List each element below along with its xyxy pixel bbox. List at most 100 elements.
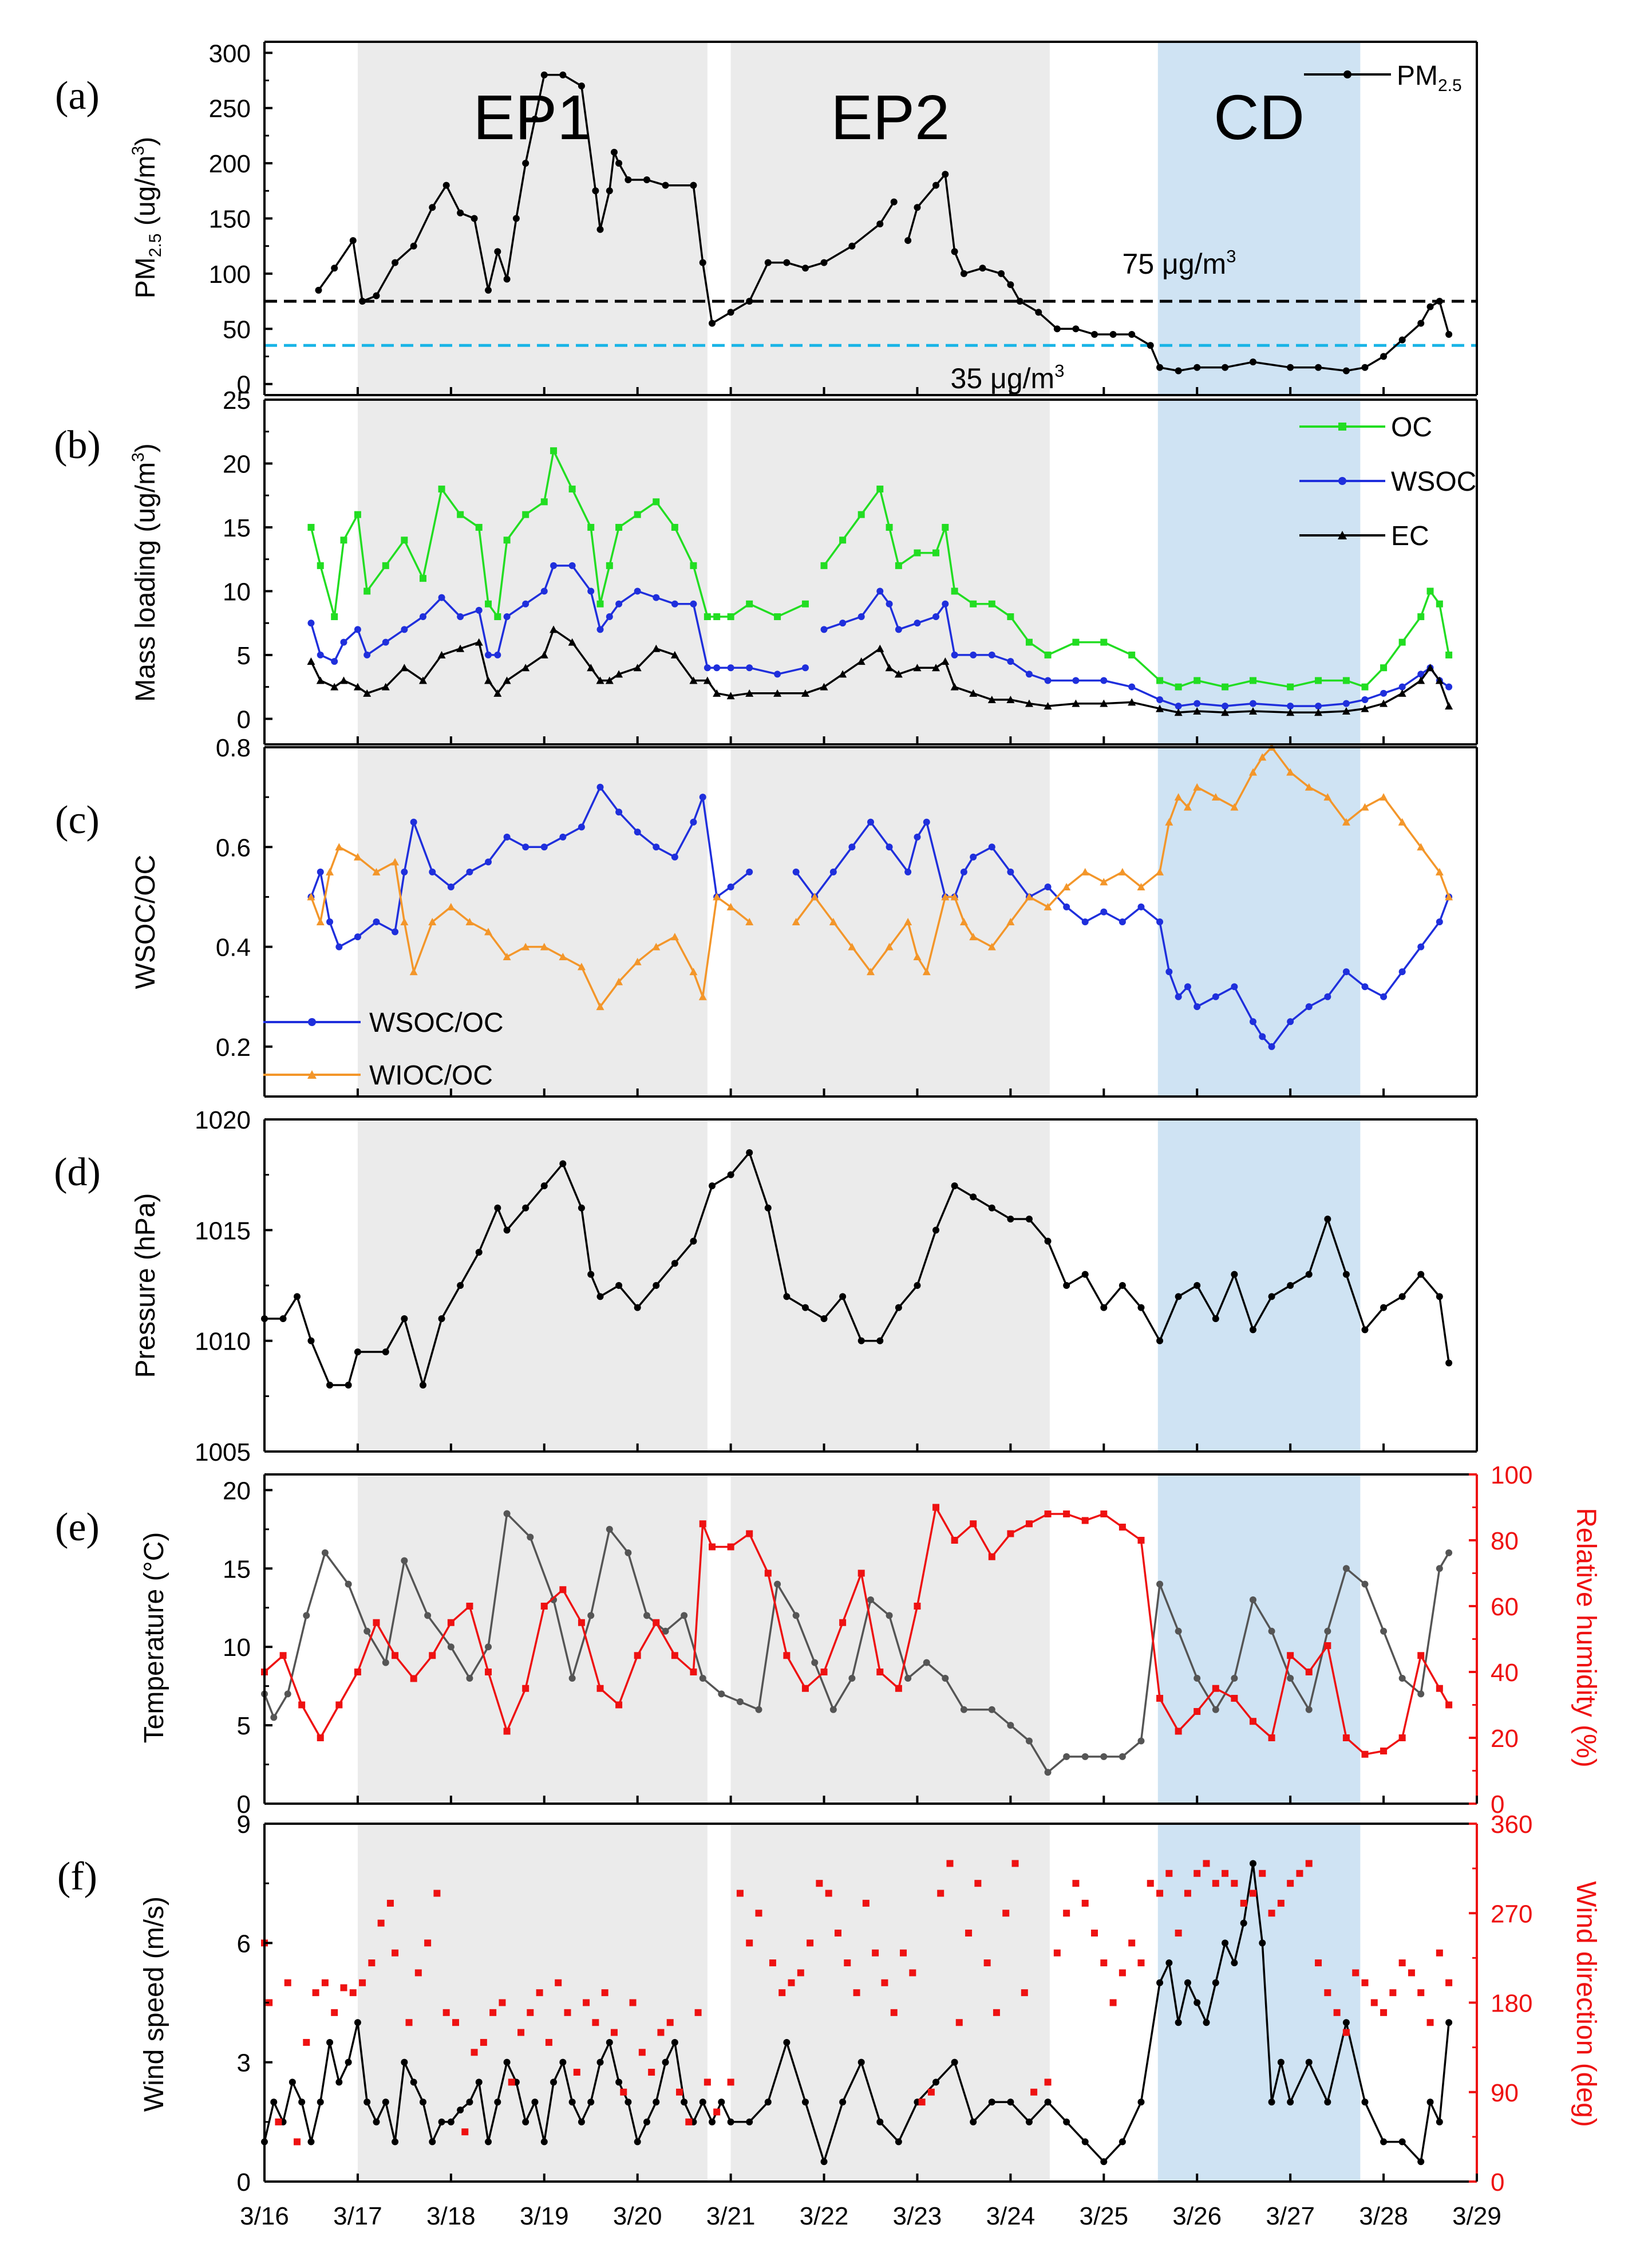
series-wind-direction-point [694, 2009, 702, 2016]
series-relative-humidity-point [1137, 1537, 1145, 1544]
series-pressure-point [634, 1304, 641, 1311]
legend-wsoc-oc-label: WSOC/OC [369, 1008, 504, 1038]
legend-pm25-marker [1343, 70, 1351, 78]
series-wind-direction-point [1249, 1890, 1256, 1897]
annotation-35: 35 μg/m3 [951, 361, 1065, 395]
series-wsoc-point [307, 620, 315, 627]
series-wind-speed-point [951, 2058, 958, 2066]
period-shade-ep2 [730, 1824, 1050, 2182]
series-wioc-oc-point [959, 918, 968, 925]
series-wsoc-oc-point [447, 884, 455, 890]
series-wsoc-oc-point [829, 868, 837, 875]
series-wsoc-point [1072, 677, 1080, 684]
series-ec-point [1072, 699, 1080, 707]
series-oc-point [1249, 677, 1256, 684]
series-pm2-5-point [1193, 364, 1201, 371]
series-wsoc-oc-point [335, 943, 343, 951]
series-wsoc-oc-point [904, 868, 912, 875]
series-ec-point [596, 676, 604, 684]
series-wsoc-point [1175, 703, 1182, 710]
series-wioc-oc-point [1211, 793, 1220, 801]
series-wind-speed-point [1193, 1999, 1201, 2006]
y-left-tick-label: 15 [223, 514, 251, 542]
series-oc-point [1315, 677, 1322, 684]
series-pressure-point [578, 1204, 585, 1212]
series-ec-point [1435, 676, 1444, 684]
series-oc-point [634, 511, 641, 518]
series-pressure-point [820, 1315, 828, 1322]
series-wind-speed-point [288, 2079, 296, 2086]
series-wsoc-point [970, 651, 977, 658]
series-wind-direction-point [900, 1949, 907, 1957]
series-relative-humidity-point [1342, 1734, 1350, 1741]
y-left-tick-label: 1010 [195, 1328, 251, 1356]
series-temperature-point [988, 1706, 995, 1713]
series-wind-speed-point [503, 2058, 511, 2066]
series-oc-point [671, 523, 678, 531]
series-wsoc-point [1417, 671, 1425, 678]
period-labels-layer: EP1 EP2 CD [473, 82, 1305, 153]
series-wioc-oc-point [577, 963, 586, 971]
series-wind-direction-point [442, 2009, 450, 2016]
series-wind-speed-point [801, 2099, 809, 2106]
series-wind-direction-point [993, 2009, 1000, 2016]
series-oc-point [307, 523, 315, 531]
series-wsoc-point [1025, 671, 1033, 678]
series-relative-humidity-point [783, 1652, 791, 1659]
series-wioc-oc-point [1380, 793, 1388, 801]
series-wind-direction-point [284, 1979, 291, 1986]
period-label-cd: CD [1214, 82, 1305, 153]
series-wind-direction-point [1156, 1890, 1164, 1897]
series-temperature-point [321, 1549, 329, 1556]
series-temperature-point [1398, 1674, 1406, 1682]
series-wind-direction-point [1389, 1989, 1397, 1997]
y-left-tick-label: 15 [223, 1555, 251, 1583]
series-ec-point [1426, 664, 1434, 672]
series-wind-speed-point [1259, 1939, 1266, 1947]
series-wsoc-oc-point [970, 853, 977, 861]
series-wind-speed-point [662, 2058, 669, 2066]
series-wioc-oc-point [596, 1003, 604, 1011]
series-temperature-point [606, 1525, 613, 1533]
series-oc-point [886, 523, 893, 531]
series-wind-direction-point [1063, 1910, 1070, 1917]
series-oc-point [1007, 613, 1014, 621]
series-wind-direction-point [736, 1890, 744, 1897]
y-left-tick-label: 0 [237, 2168, 251, 2196]
series-ec-point [652, 644, 661, 652]
data-layer [261, 71, 1477, 2166]
panel-label-a: (a) [55, 74, 100, 118]
series-oc-point [932, 549, 940, 557]
y-right-tick-label: 0 [1491, 2168, 1504, 2196]
series-wind-speed-point [1324, 2099, 1331, 2106]
series-wsoc-point [503, 613, 511, 621]
series-wind-speed-point [1156, 1979, 1164, 1986]
series-pm2-5-point [1072, 325, 1080, 333]
series-temperature-point [942, 1674, 949, 1682]
y-label-pressure: Pressure (hPa) [131, 1193, 161, 1378]
series-wsoc-point [886, 600, 893, 608]
y-label-pm25: PM2.5 (ug/m3) [129, 137, 165, 298]
series-relative-humidity-point [615, 1701, 623, 1709]
series-ec-point [540, 650, 548, 658]
series-wind-direction-point [1147, 1880, 1154, 1887]
series-wind-direction-point [1305, 1860, 1313, 1867]
series-pressure-point [746, 1149, 753, 1156]
series-wind-speed-point [466, 2099, 473, 2106]
series-pressure-point [876, 1337, 884, 1344]
series-wsoc-oc-point [1119, 918, 1126, 925]
series-ec-point [987, 695, 996, 703]
legend-pm25-label: PM2.5 [1397, 61, 1462, 95]
series-wioc-oc-point [1006, 918, 1015, 925]
series-ec-point [932, 664, 940, 672]
series-pm2-5-point [1249, 358, 1256, 366]
series-wsoc-point [1193, 700, 1201, 707]
series-wsoc-point [438, 594, 445, 601]
series-relative-humidity-point [1324, 1642, 1331, 1649]
series-wind-direction-point [1165, 1870, 1173, 1877]
series-ec-point [1417, 676, 1425, 684]
series-oc-point [475, 523, 483, 531]
series-wioc-oc-point [1137, 883, 1145, 890]
series-oc-point [606, 562, 613, 569]
series-wind-direction-point [1011, 1860, 1019, 1867]
